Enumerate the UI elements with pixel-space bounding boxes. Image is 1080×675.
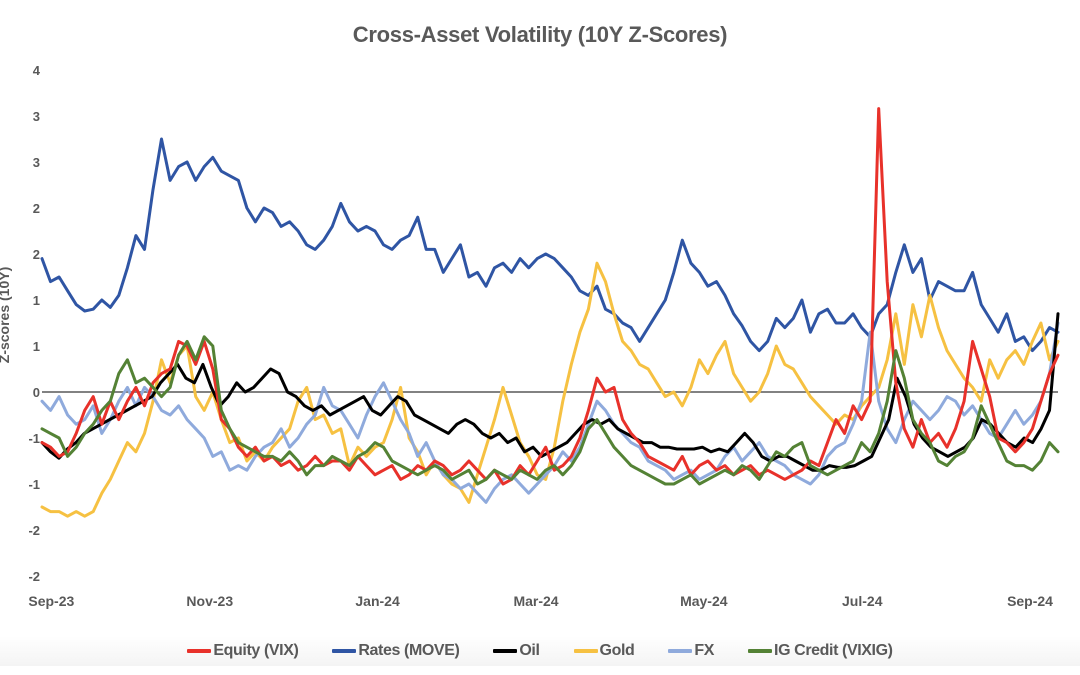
y-tick-label: -1 (28, 431, 40, 446)
chart-title: Cross-Asset Volatility (10Y Z-Scores) (352, 22, 728, 47)
y-tick-label: 1 (33, 339, 40, 354)
series-line-rates-move (40, 137, 1060, 353)
series-lines (40, 107, 1060, 518)
series-line-ig-credit-vixig (40, 335, 1060, 486)
legend-swatch (573, 649, 598, 653)
y-tick-label: 0 (33, 385, 40, 400)
x-tick-label: Mar-24 (513, 593, 558, 609)
y-axis-title-group: Z-scores (10Y) (0, 267, 12, 363)
legend-label: FX (694, 642, 715, 659)
legend: Equity (VIX) Rates (MOVE) Oil Gold FX IG Cred… (0, 636, 1080, 666)
y-axis-title: Z-scores (10Y) (0, 267, 12, 363)
legend-label: Rates (MOVE) (358, 642, 460, 659)
legend-label: IG Credit (VIXIG) (774, 642, 893, 659)
y-tick-label: -2 (28, 569, 40, 584)
legend-label: Oil (519, 642, 540, 659)
series-line-equity-vix (40, 107, 1060, 486)
legend-item: IG Credit (VIXIG) (748, 642, 893, 660)
x-tick-label: Sep-23 (28, 593, 74, 609)
x-tick-label: Sep-24 (1007, 593, 1053, 609)
y-tick-label: 2 (33, 201, 40, 216)
legend-swatch (668, 649, 693, 653)
y-axis-ticks: 4 3 3 2 2 1 1 0 -1 -1 -2 -2 (28, 63, 40, 584)
y-tick-label: 4 (33, 63, 41, 78)
series-line-gold (40, 261, 1060, 518)
legend-swatch (748, 649, 773, 653)
x-tick-label: Jan-24 (355, 593, 400, 609)
y-tick-label: 3 (33, 109, 40, 124)
y-tick-label: -1 (28, 477, 40, 492)
legend-item: Gold (573, 642, 635, 660)
legend-item: Oil (493, 642, 540, 660)
series-line-oil (40, 312, 1060, 472)
series-line-fx (40, 321, 1060, 504)
legend-swatch (187, 649, 212, 653)
x-tick-label: Nov-23 (186, 593, 233, 609)
y-tick-label: -2 (28, 523, 40, 538)
y-tick-label: 2 (33, 247, 40, 262)
legend-label: Gold (599, 642, 635, 659)
y-tick-label: 3 (33, 155, 40, 170)
legend-swatch (493, 649, 518, 653)
x-tick-label: May-24 (680, 593, 728, 609)
legend-item: FX (668, 642, 714, 660)
legend-item: Equity (VIX) (187, 642, 299, 660)
legend-swatch (332, 649, 357, 653)
legend-item: Rates (MOVE) (332, 642, 460, 660)
x-tick-label: Jul-24 (842, 593, 883, 609)
legend-label: Equity (VIX) (213, 642, 299, 659)
x-axis-ticks: Sep-23 Nov-23 Jan-24 Mar-24 May-24 Jul-24 Sep-… (28, 593, 1053, 609)
y-tick-label: 1 (33, 293, 40, 308)
